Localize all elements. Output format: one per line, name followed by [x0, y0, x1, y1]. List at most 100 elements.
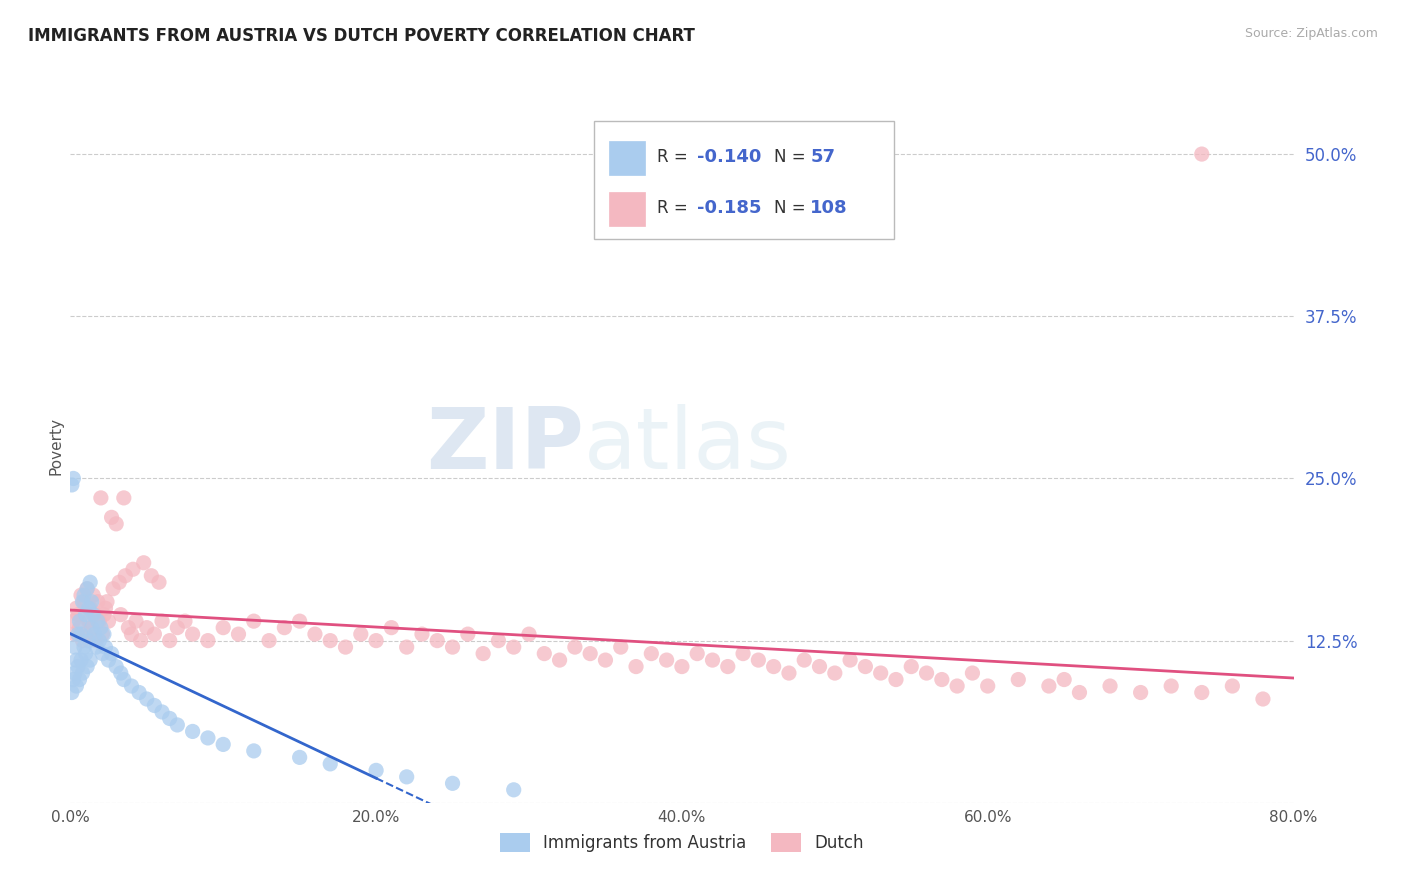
Point — [946, 679, 969, 693]
Text: -0.185: -0.185 — [696, 200, 761, 218]
Point — [83, 607, 105, 622]
Point — [128, 685, 150, 699]
Text: -0.140: -0.140 — [696, 148, 761, 166]
Point — [733, 647, 755, 661]
Point — [62, 471, 84, 485]
Point — [65, 601, 87, 615]
Point — [717, 659, 740, 673]
Point — [472, 647, 495, 661]
Point — [212, 621, 235, 635]
Bar — [609, 141, 645, 175]
Point — [62, 614, 84, 628]
Point — [112, 491, 135, 505]
Point — [839, 653, 862, 667]
Point — [80, 595, 103, 609]
Point — [84, 640, 107, 654]
Point — [257, 633, 280, 648]
Point — [65, 653, 87, 667]
Point — [77, 633, 100, 648]
Point — [350, 627, 373, 641]
Point — [335, 640, 357, 654]
Point — [915, 666, 938, 681]
Point — [1053, 673, 1076, 687]
Point — [73, 640, 96, 654]
Point — [143, 698, 166, 713]
Point — [976, 679, 998, 693]
Point — [159, 711, 181, 725]
Point — [122, 562, 145, 576]
Text: IMMIGRANTS FROM AUSTRIA VS DUTCH POVERTY CORRELATION CHART: IMMIGRANTS FROM AUSTRIA VS DUTCH POVERTY… — [28, 27, 695, 45]
Point — [197, 731, 219, 745]
Point — [77, 601, 100, 615]
Point — [148, 575, 170, 590]
Point — [793, 653, 815, 667]
Point — [70, 588, 93, 602]
Point — [181, 724, 204, 739]
Point — [105, 659, 128, 673]
Point — [69, 614, 91, 628]
Point — [564, 640, 586, 654]
Point — [89, 614, 111, 628]
Point — [288, 614, 311, 628]
Point — [117, 621, 139, 635]
Text: N =: N = — [773, 148, 810, 166]
Point — [212, 738, 235, 752]
Point — [962, 666, 984, 681]
Point — [110, 666, 132, 681]
Point — [75, 627, 97, 641]
Point — [66, 659, 89, 673]
Point — [319, 633, 342, 648]
Point — [75, 647, 97, 661]
Point — [395, 770, 418, 784]
Point — [143, 627, 166, 641]
Point — [108, 575, 131, 590]
Point — [166, 621, 188, 635]
Point — [121, 679, 143, 693]
Point — [595, 653, 617, 667]
Point — [1129, 685, 1152, 699]
Point — [141, 568, 163, 582]
Point — [640, 647, 662, 661]
Text: ZIP: ZIP — [426, 404, 583, 488]
Point — [1038, 679, 1060, 693]
Point — [159, 633, 181, 648]
Point — [69, 621, 91, 635]
Point — [304, 627, 326, 641]
Point — [502, 640, 524, 654]
Point — [97, 614, 120, 628]
Point — [80, 621, 103, 635]
Point — [87, 614, 110, 628]
Point — [1007, 673, 1029, 687]
Point — [273, 621, 295, 635]
Point — [90, 491, 112, 505]
Point — [174, 614, 197, 628]
Point — [66, 627, 89, 641]
Text: R =: R = — [658, 200, 693, 218]
Point — [84, 633, 107, 648]
Point — [100, 510, 122, 524]
Point — [243, 614, 266, 628]
Point — [96, 595, 118, 609]
Point — [93, 627, 115, 641]
Point — [65, 679, 87, 693]
Point — [441, 776, 464, 790]
Point — [366, 633, 388, 648]
Point — [110, 607, 132, 622]
Point — [125, 614, 148, 628]
Point — [76, 582, 98, 596]
Point — [579, 647, 602, 661]
Text: 108: 108 — [810, 200, 848, 218]
Point — [150, 705, 173, 719]
Point — [533, 647, 555, 661]
Point — [166, 718, 188, 732]
Point — [72, 666, 94, 681]
Point — [101, 582, 124, 596]
Text: Source: ZipAtlas.com: Source: ZipAtlas.com — [1244, 27, 1378, 40]
Text: N =: N = — [773, 200, 810, 218]
Point — [93, 607, 115, 622]
Point — [778, 666, 800, 681]
Point — [60, 478, 83, 492]
FancyBboxPatch shape — [593, 121, 894, 239]
Point — [1220, 679, 1243, 693]
Point — [1099, 679, 1122, 693]
